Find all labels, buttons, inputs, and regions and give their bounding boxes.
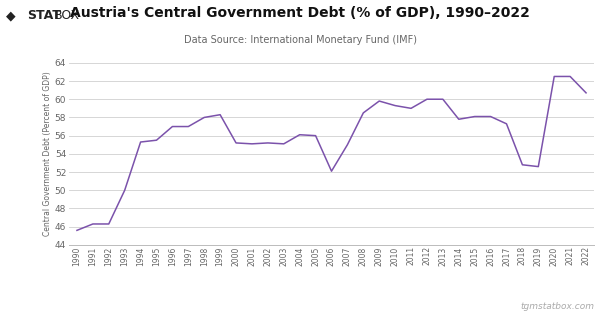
Text: Data Source: International Monetary Fund (IMF): Data Source: International Monetary Fund… [184, 35, 416, 45]
Text: tgmstatbox.com: tgmstatbox.com [520, 302, 594, 311]
Text: Austria's Central Government Debt (% of GDP), 1990–2022: Austria's Central Government Debt (% of … [70, 6, 530, 20]
Text: BOX: BOX [54, 9, 80, 22]
Y-axis label: Central Government Debt (Percent of GDP): Central Government Debt (Percent of GDP) [43, 72, 52, 236]
Text: STAT: STAT [27, 9, 61, 22]
Text: ◆: ◆ [6, 9, 20, 22]
